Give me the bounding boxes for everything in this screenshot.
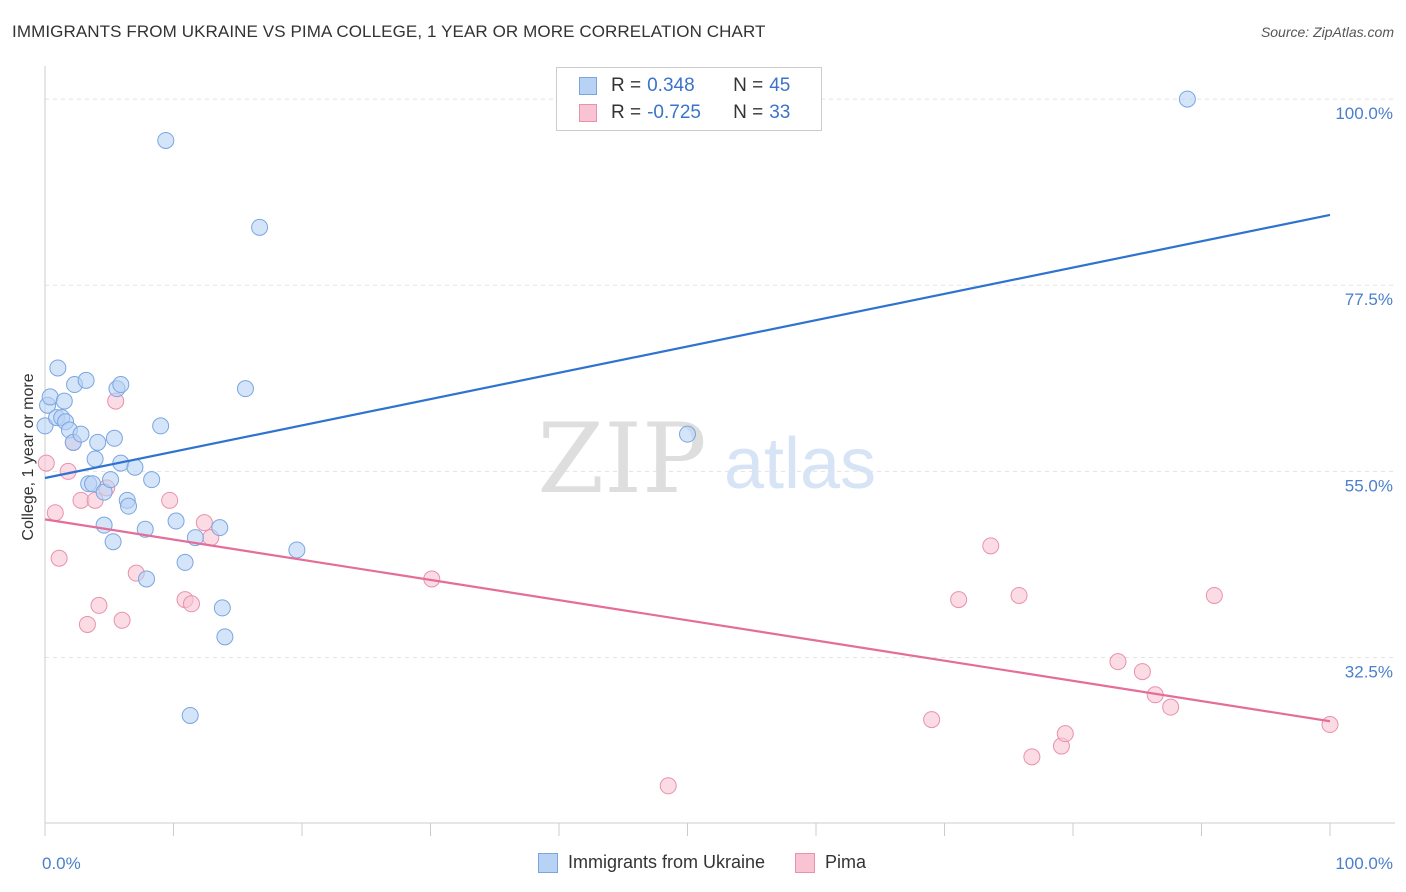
correlation-legend: R = 0.348 N = 45 R = -0.725 N = 33	[556, 67, 822, 131]
x-tick-label: 0.0%	[42, 854, 81, 873]
ukraine-point	[216, 628, 234, 646]
ukraine-point	[251, 218, 269, 236]
legend-r-value: -0.725	[647, 102, 701, 123]
legend-r-label: R =	[611, 75, 642, 96]
ukraine-point	[86, 450, 104, 468]
ukraine-point	[152, 417, 170, 435]
pima-point	[1162, 698, 1180, 716]
pima-point	[982, 537, 1000, 555]
pima-point	[1010, 586, 1028, 604]
series-legend: Immigrants from Ukraine Pima	[538, 852, 896, 873]
series-ukraine-points	[36, 90, 1196, 724]
y-axis-title: College, 1 year or more	[20, 373, 37, 540]
legend-row-pima: R = -0.725 N = 33	[579, 101, 790, 125]
tick-labels: 100.0% 77.5% 55.0% 32.5% 0.0% 100.0%	[42, 104, 1393, 873]
ukraine-point	[77, 371, 95, 389]
ukraine-point	[49, 359, 67, 377]
ukraine-point	[679, 425, 696, 443]
ukraine-point	[55, 392, 73, 410]
ukraine-point	[138, 570, 156, 588]
ukraine-point	[89, 433, 107, 451]
gridlines	[45, 98, 1395, 659]
pima-point	[161, 491, 179, 509]
watermark-atlas: atlas	[724, 424, 876, 504]
legend-item-pima[interactable]: Pima	[795, 852, 866, 873]
pima-point	[950, 591, 968, 609]
ukraine-point	[105, 429, 123, 447]
ukraine-point	[84, 475, 102, 493]
ukraine-point	[120, 497, 138, 515]
pima-point	[1109, 653, 1127, 671]
ukraine-point	[143, 471, 161, 489]
ukraine-point	[211, 519, 229, 537]
pima-point	[1321, 716, 1339, 734]
ukraine-point	[288, 541, 306, 559]
legend-row-ukraine: R = 0.348 N = 45	[579, 74, 790, 98]
pima-point	[72, 491, 90, 509]
ukraine-point	[95, 516, 113, 534]
pima-point	[37, 454, 55, 472]
pima-point	[1056, 725, 1074, 743]
trend-lines	[44, 213, 1331, 723]
legend-r-value: 0.348	[647, 75, 695, 96]
legend-n-value: 33	[769, 102, 791, 123]
pima-point	[923, 711, 941, 729]
legend-label-pima: Pima	[825, 852, 867, 872]
pima-point	[195, 514, 213, 532]
y-tick-label: 55.0%	[1345, 476, 1393, 495]
swatch-ukraine	[538, 852, 558, 873]
pima-point	[78, 615, 96, 633]
ukraine-point	[1178, 90, 1196, 108]
ukraine-trend-line	[44, 213, 1331, 480]
pima-point	[113, 611, 131, 629]
legend-n-label: N =	[733, 75, 764, 96]
swatch-ukraine	[579, 77, 597, 95]
x-tick-label: 100.0%	[1335, 854, 1393, 873]
ukraine-point	[157, 131, 175, 149]
watermark: ZIP atlas	[537, 403, 876, 515]
legend-n-label: N =	[733, 102, 764, 123]
ukraine-point	[181, 706, 199, 724]
pima-point	[90, 596, 108, 614]
chart-title: IMMIGRANTS FROM UKRAINE VS PIMA COLLEGE,…	[12, 22, 766, 41]
swatch-pima	[579, 104, 597, 122]
legend-n-value: 45	[769, 75, 791, 96]
ukraine-point	[136, 520, 154, 538]
ukraine-point	[72, 425, 90, 443]
legend-item-ukraine[interactable]: Immigrants from Ukraine	[538, 852, 765, 873]
watermark-zip: ZIP	[537, 403, 706, 515]
y-tick-label: 100.0%	[1335, 104, 1393, 123]
ukraine-point	[104, 533, 122, 551]
pima-point	[182, 595, 200, 613]
swatch-pima	[795, 852, 816, 873]
ukraine-point	[112, 376, 130, 394]
ukraine-point	[102, 471, 120, 489]
axes	[44, 66, 1395, 836]
pima-trend-line	[44, 518, 1331, 723]
ukraine-point	[236, 380, 254, 398]
ukraine-point	[41, 388, 59, 406]
ukraine-point	[213, 599, 231, 617]
legend-r-label: R =	[611, 102, 642, 123]
pima-point	[46, 504, 64, 522]
pima-point	[1205, 586, 1223, 604]
pima-point	[1023, 748, 1041, 766]
legend-label-ukraine: Immigrants from Ukraine	[568, 852, 766, 872]
y-tick-label: 32.5%	[1345, 663, 1393, 682]
ukraine-point	[176, 553, 194, 571]
pima-point	[50, 549, 68, 567]
ukraine-point	[167, 512, 185, 530]
pima-point	[1133, 663, 1151, 681]
pima-point	[659, 777, 677, 795]
y-tick-label: 77.5%	[1345, 290, 1393, 309]
source-credit: Source: ZipAtlas.com	[1260, 24, 1394, 40]
ukraine-point	[36, 417, 54, 435]
